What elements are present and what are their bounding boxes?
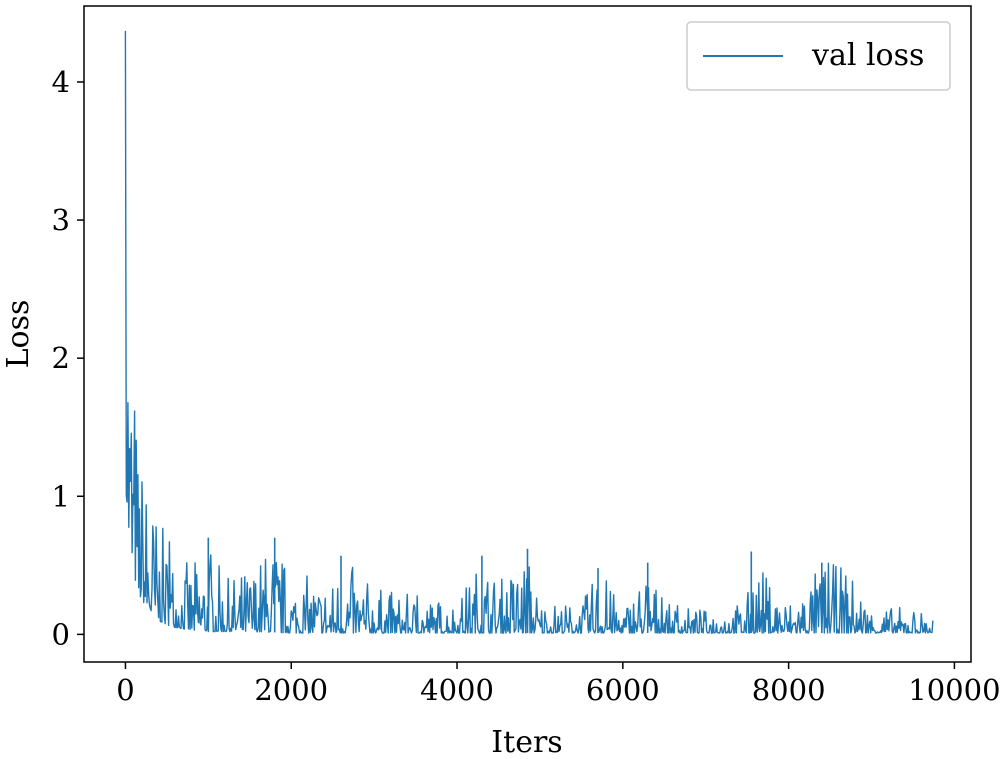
y-tick-label: 1 <box>52 479 70 513</box>
series-layer <box>124 30 934 634</box>
y-axis-label: Loss <box>1 300 36 369</box>
y-tick-label: 0 <box>52 617 70 651</box>
legend: val loss <box>686 21 951 91</box>
legend-label: val loss <box>811 38 924 73</box>
x-tick-label: 8000 <box>752 673 826 707</box>
x-tick-label: 0 <box>116 673 134 707</box>
legend-box <box>686 21 951 91</box>
series-line-val-loss <box>124 30 934 634</box>
axes-frame <box>83 5 972 663</box>
x-tick-label: 10000 <box>908 673 1000 707</box>
x-axis-label: Iters <box>491 725 562 754</box>
y-tick-label: 4 <box>52 65 70 99</box>
y-ticks: 0 1 2 3 4 <box>52 65 84 651</box>
x-tick-label: 4000 <box>420 673 494 707</box>
y-tick-label: 3 <box>52 203 70 237</box>
x-tick-label: 2000 <box>254 673 328 707</box>
x-ticks: 0 2000 4000 6000 8000 10000 <box>116 662 1000 707</box>
x-tick-label: 6000 <box>586 673 660 707</box>
y-tick-label: 2 <box>52 341 70 375</box>
